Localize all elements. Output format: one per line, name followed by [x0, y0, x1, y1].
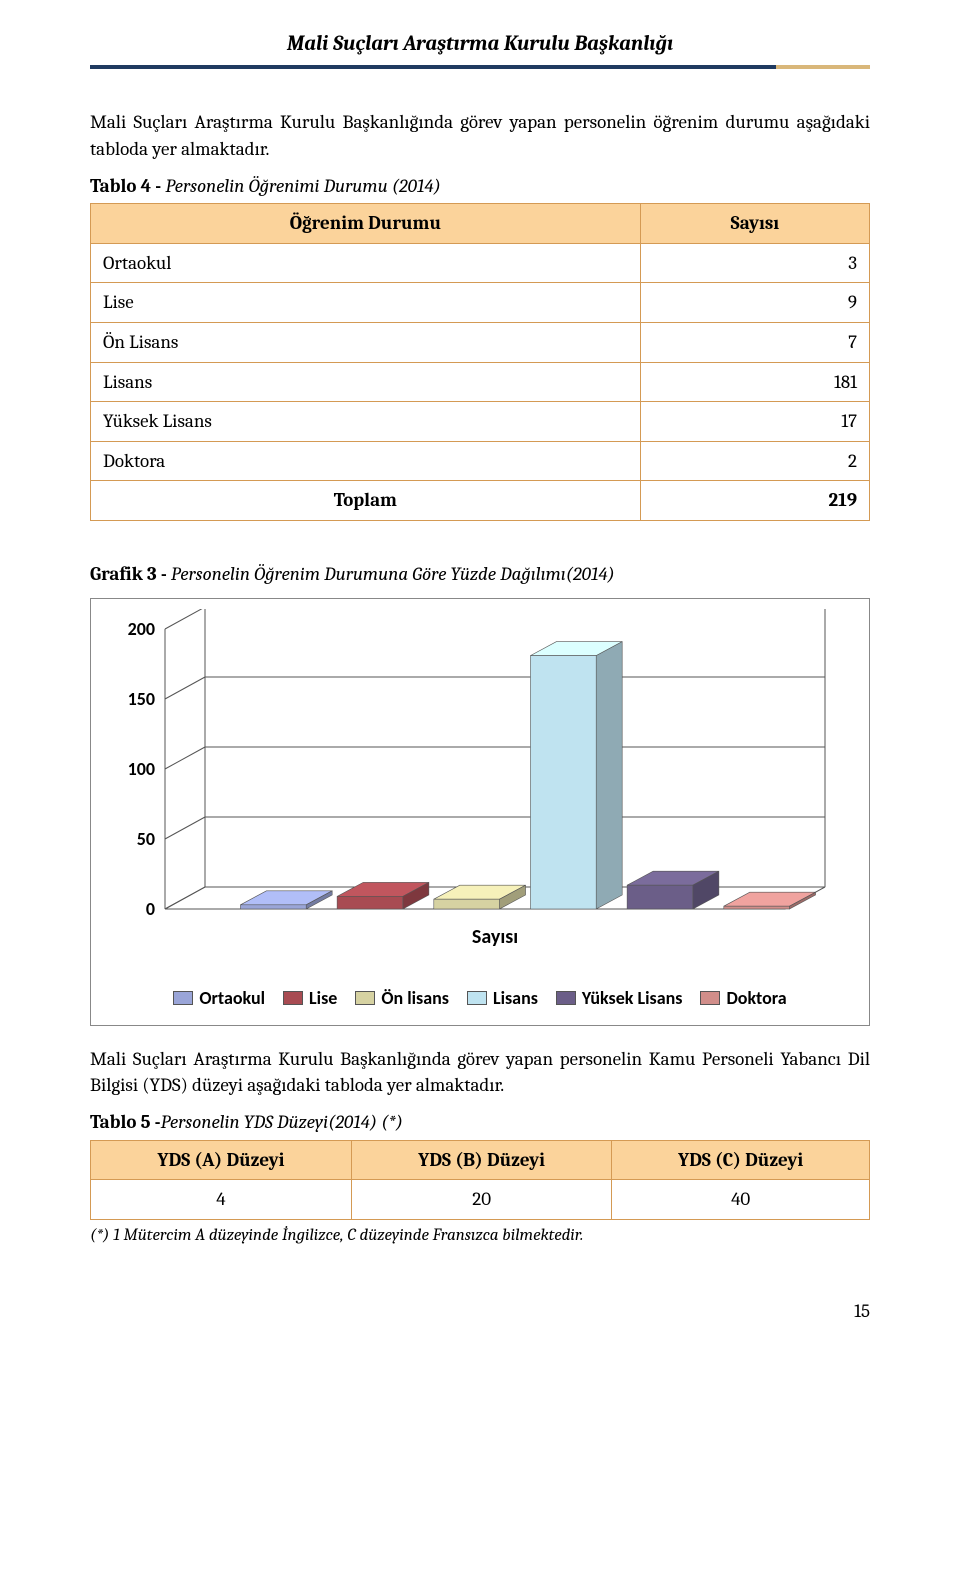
- table-cell-label: Ortaokul: [91, 243, 641, 283]
- table-total-value: 219: [640, 481, 869, 521]
- table-row: Ortaokul3: [91, 243, 870, 283]
- table4-head-col2: Sayısı: [640, 204, 869, 244]
- legend-label: Lisans: [493, 986, 538, 1011]
- table-row: Doktora2: [91, 441, 870, 481]
- legend-label: Ortaokul: [199, 986, 265, 1011]
- table-cell-value: 17: [640, 402, 869, 442]
- table-cell-value: 7: [640, 322, 869, 362]
- svg-text:Sayısı: Sayısı: [472, 925, 518, 949]
- legend-item: Doktora: [700, 986, 786, 1011]
- table-row: Yüksek Lisans17: [91, 402, 870, 442]
- chart-title-bold: Grafik 3 -: [90, 563, 167, 585]
- svg-text:100: 100: [128, 758, 155, 780]
- intro-paragraph-2: Mali Suçları Araştırma Kurulu Başkanlığı…: [90, 1046, 870, 1099]
- chart-container: 0 50 100 150 200 Sayısı Ortaokul Lise Ön lisans…: [90, 598, 870, 1026]
- chart-title: Grafik 3 - Personelin Öğrenim Durumuna G…: [90, 561, 870, 588]
- table4-head-col1: Öğrenim Durumu: [91, 204, 641, 244]
- table-cell-label: Lise: [91, 283, 641, 323]
- table-cell-value: 9: [640, 283, 869, 323]
- page-container: Mali Suçları Araştırma Kurulu Başkanlığı…: [0, 0, 960, 1364]
- legend-swatch: [556, 991, 576, 1005]
- yds-head-cell: YDS (B) Düzeyi: [351, 1140, 611, 1180]
- legend-swatch: [355, 991, 375, 1005]
- legend-item: Lisans: [467, 986, 538, 1011]
- yds-value-cell: 20: [351, 1180, 611, 1220]
- table5-caption-ital: Personelin YDS Düzeyi(2014) (*): [161, 1111, 403, 1133]
- footnote: (*) 1 Mütercim A düzeyinde İngilizce, C …: [90, 1224, 870, 1248]
- yds-value-cell: 4: [91, 1180, 352, 1220]
- education-table: Öğrenim Durumu Sayısı Ortaokul3Lise9Ön L…: [90, 203, 870, 521]
- legend-label: Yüksek Lisans: [582, 986, 683, 1011]
- legend-label: Doktora: [726, 986, 786, 1011]
- legend-item: Ön lisans: [355, 986, 449, 1011]
- table-row: Lisans181: [91, 362, 870, 402]
- legend-swatch: [700, 991, 720, 1005]
- legend-swatch: [467, 991, 487, 1005]
- page-header-title: Mali Suçları Araştırma Kurulu Başkanlığı: [90, 30, 870, 59]
- chart-legend: Ortaokul Lise Ön lisans Lisans Yüksek Lisans…: [105, 986, 855, 1011]
- table5-caption-bold: Tablo 5 -: [90, 1111, 161, 1133]
- svg-text:150: 150: [128, 688, 155, 710]
- table5-caption: Tablo 5 -Personelin YDS Düzeyi(2014) (*): [90, 1109, 870, 1136]
- table4-caption: Tablo 4 - Personelin Öğrenimi Durumu (20…: [90, 173, 870, 200]
- table-total-label: Toplam: [91, 481, 641, 521]
- chart-title-ital: Personelin Öğrenim Durumuna Göre Yüzde D…: [167, 563, 615, 585]
- table-cell-label: Ön Lisans: [91, 322, 641, 362]
- table-row: Lise9: [91, 283, 870, 323]
- legend-item: Lise: [283, 986, 337, 1011]
- table-cell-value: 3: [640, 243, 869, 283]
- legend-label: Ön lisans: [381, 986, 449, 1011]
- intro-paragraph-1: Mali Suçları Araştırma Kurulu Başkanlığı…: [90, 109, 870, 162]
- header-divider: [90, 65, 870, 69]
- legend-swatch: [173, 991, 193, 1005]
- table-cell-label: Yüksek Lisans: [91, 402, 641, 442]
- table-row: Ön Lisans7: [91, 322, 870, 362]
- svg-text:50: 50: [137, 828, 155, 850]
- legend-item: Ortaokul: [173, 986, 265, 1011]
- page-number: 15: [90, 1298, 870, 1325]
- legend-swatch: [283, 991, 303, 1005]
- table4-caption-ital: Personelin Öğrenimi Durumu (2014): [161, 175, 441, 197]
- svg-text:0: 0: [146, 898, 155, 920]
- bar-chart: 0 50 100 150 200 Sayısı: [105, 609, 845, 969]
- legend-label: Lise: [309, 986, 337, 1011]
- table-cell-label: Lisans: [91, 362, 641, 402]
- yds-table: YDS (A) DüzeyiYDS (B) DüzeyiYDS (C) Düze…: [90, 1140, 870, 1220]
- table-cell-label: Doktora: [91, 441, 641, 481]
- legend-item: Yüksek Lisans: [556, 986, 683, 1011]
- table-row-total: Toplam219: [91, 481, 870, 521]
- svg-text:200: 200: [128, 618, 155, 640]
- table-cell-value: 181: [640, 362, 869, 402]
- yds-head-cell: YDS (C) Düzeyi: [612, 1140, 870, 1180]
- yds-value-cell: 40: [612, 1180, 870, 1220]
- yds-head-cell: YDS (A) Düzeyi: [91, 1140, 352, 1180]
- table4-caption-bold: Tablo 4 -: [90, 175, 161, 197]
- table-cell-value: 2: [640, 441, 869, 481]
